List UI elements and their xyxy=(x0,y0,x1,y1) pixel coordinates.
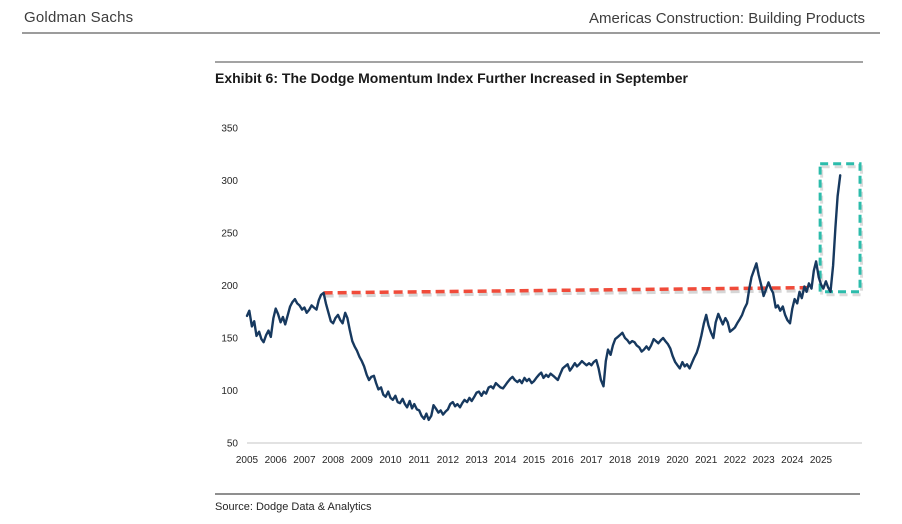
x-axis-tick-label: 2020 xyxy=(666,455,689,466)
x-axis-tick-label: 2018 xyxy=(609,455,632,466)
y-axis-tick-label: 150 xyxy=(221,334,238,345)
y-axis-tick-label: 250 xyxy=(221,229,238,240)
dmi-line xyxy=(245,174,842,422)
footer-divider xyxy=(215,493,860,495)
y-axis-tick-label: 100 xyxy=(221,386,238,397)
x-axis-tick-label: 2006 xyxy=(265,455,288,466)
exhibit-title: Exhibit 6: The Dodge Momentum Index Furt… xyxy=(215,70,688,86)
x-axis-tick-label: 2025 xyxy=(810,455,833,466)
x-axis-tick-label: 2014 xyxy=(494,455,517,466)
x-axis-tick-label: 2019 xyxy=(638,455,661,466)
goldman-sachs-logo-text: Goldman Sachs xyxy=(24,9,134,26)
x-axis-tick-label: 2008 xyxy=(322,455,345,466)
september-highlight-box xyxy=(818,162,862,294)
x-axis-tick-label: 2007 xyxy=(293,455,316,466)
x-axis-tick-label: 2010 xyxy=(379,455,402,466)
header-divider xyxy=(22,32,880,34)
x-axis-tick-label: 2016 xyxy=(552,455,575,466)
pre-recession-baseline xyxy=(323,285,813,295)
x-axis-tick-label: 2011 xyxy=(408,455,430,466)
exhibit-divider xyxy=(215,61,863,63)
x-axis-tick-label: 2005 xyxy=(236,455,259,466)
x-axis-tick-label: 2017 xyxy=(580,455,603,466)
highlight-box-shadow xyxy=(820,165,864,297)
y-axis-tick-label: 300 xyxy=(221,176,238,187)
x-axis-tick-label: 2021 xyxy=(695,455,718,466)
x-axis-tick-label: 2013 xyxy=(465,455,488,466)
x-axis-tick-label: 2015 xyxy=(523,455,546,466)
x-axis-tick-label: 2024 xyxy=(781,455,804,466)
y-axis-tick-label: 50 xyxy=(227,439,239,450)
y-axis-tick-label: 350 xyxy=(221,124,238,135)
x-axis-tick-label: 2023 xyxy=(752,455,775,466)
baseline-shadow xyxy=(324,288,814,298)
source-attribution: Source: Dodge Data & Analytics xyxy=(215,501,372,513)
x-axis-tick-label: 2022 xyxy=(724,455,747,466)
x-axis-tick-label: 2012 xyxy=(437,455,460,466)
report-title: Americas Construction: Building Products xyxy=(589,10,865,27)
y-axis-tick-label: 200 xyxy=(221,281,238,292)
x-axis-tick-label: 2009 xyxy=(351,455,374,466)
